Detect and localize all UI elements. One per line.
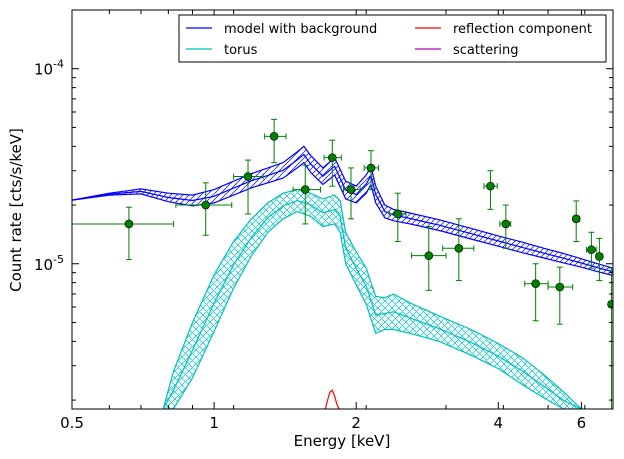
data-marker xyxy=(269,132,279,141)
plot-clip-group xyxy=(72,118,613,409)
data-point-1 xyxy=(72,206,174,261)
data-point-5 xyxy=(292,164,321,225)
data-point-2 xyxy=(175,182,233,236)
legend-box xyxy=(178,14,607,63)
plot-frame xyxy=(71,9,614,410)
data-marker xyxy=(366,163,376,173)
data-marker xyxy=(454,244,464,253)
data-point-9 xyxy=(388,192,407,243)
data-point-17 xyxy=(585,231,597,269)
torus-curve xyxy=(162,199,582,409)
x-tick-label: 0.5 xyxy=(60,414,84,432)
plot-area xyxy=(72,118,613,409)
data-marker xyxy=(486,181,495,191)
torus-band-upper xyxy=(162,188,582,409)
data-point-15 xyxy=(547,266,574,325)
data-marker xyxy=(346,185,356,194)
y-axis-label: Count rate [cts/s/keV] xyxy=(7,128,25,292)
reflection-component-curve xyxy=(324,389,340,409)
data-point-18 xyxy=(595,237,604,282)
data-marker xyxy=(393,209,403,219)
data-point-14 xyxy=(524,263,549,322)
y-tick-label: 10-5 xyxy=(34,253,64,274)
x-axis: 0.5 1 2 4 6 xyxy=(60,10,586,432)
data-marker xyxy=(501,219,511,229)
data-point-16 xyxy=(571,200,581,243)
data-point-19 xyxy=(607,267,613,409)
data-marker xyxy=(587,245,596,255)
x-tick-label: 6 xyxy=(577,414,587,432)
data-point-7 xyxy=(343,167,361,220)
data-marker xyxy=(531,279,540,289)
legend-label-model-with-background: model with background xyxy=(224,22,377,37)
data-point-6 xyxy=(323,139,342,187)
legend-label-scattering: scattering xyxy=(453,43,519,58)
data-marker xyxy=(424,251,434,260)
data-marker xyxy=(555,282,565,292)
data-marker xyxy=(595,252,604,261)
data-point-3 xyxy=(233,159,264,215)
x-tick-label: 2 xyxy=(351,414,361,432)
legend-label-reflection-component: reflection component xyxy=(453,22,592,37)
data-marker xyxy=(201,200,211,210)
data-point-8 xyxy=(363,150,380,191)
x-axis-label: Energy [keV] xyxy=(294,432,391,450)
data-point-12 xyxy=(483,170,498,210)
data-marker xyxy=(607,299,613,309)
x-tick-label: 1 xyxy=(209,414,219,432)
data-marker xyxy=(327,153,337,162)
data-marker xyxy=(243,172,253,181)
legend-label-torus: torus xyxy=(224,43,258,58)
y-axis: 10-5 10-4 xyxy=(34,9,613,401)
data-marker xyxy=(571,214,581,224)
x-tick-label: 4 xyxy=(494,414,504,432)
data-point-4 xyxy=(264,118,287,164)
data-marker xyxy=(124,219,134,229)
data-marker xyxy=(300,185,310,194)
y-tick-label: 10-4 xyxy=(34,58,64,79)
torus-band-lower xyxy=(163,210,582,409)
data-point-11 xyxy=(442,218,475,282)
legend: model with background reflection compone… xyxy=(178,14,607,63)
data-point-13 xyxy=(499,204,512,249)
torus-band-fill xyxy=(163,189,582,409)
data-point-10 xyxy=(411,226,447,291)
